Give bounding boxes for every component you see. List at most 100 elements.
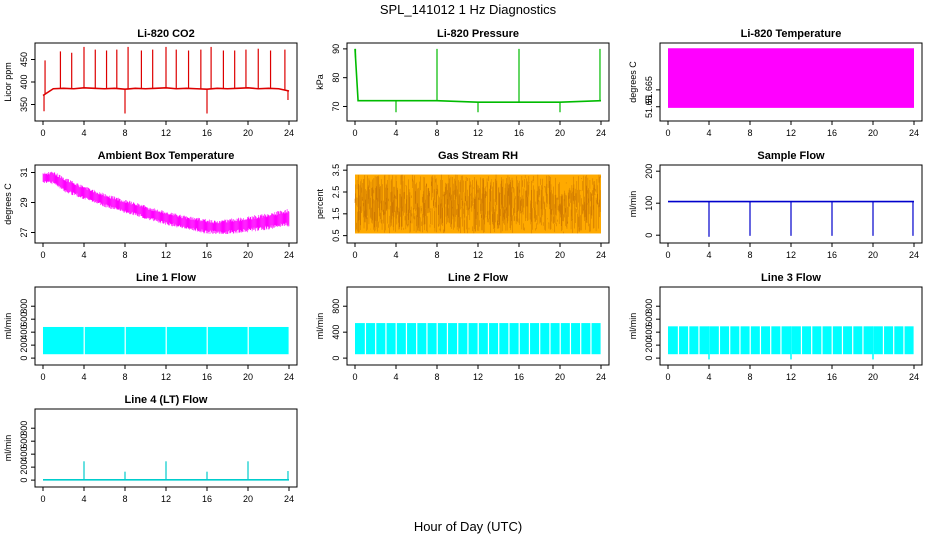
co2-y-tick-label: 400 (19, 74, 29, 89)
line3-x-tick-label: 24 (909, 372, 919, 382)
rh-y-label: percent (315, 188, 325, 219)
line2-series-segment (519, 323, 529, 355)
line2-series-segment (427, 323, 437, 355)
co2-x-tick-label: 4 (81, 128, 86, 138)
sample-x-tick-label: 0 (665, 250, 670, 260)
line4-title: Line 4 (LT) Flow (125, 394, 208, 406)
line3-series-segment (812, 326, 822, 355)
line1-y-label: ml/min (3, 313, 13, 340)
line2-series-segment (499, 323, 509, 355)
line3-series-segment (904, 326, 914, 355)
line1-y-tick-label: 400 (19, 325, 29, 340)
line1-series-segment (248, 326, 289, 355)
ambient-x-tick-label: 20 (243, 250, 253, 260)
line1-series-segment (43, 326, 84, 355)
line2-series-segment (458, 323, 468, 355)
line3-series-segment (832, 326, 842, 355)
pressure-series-line (354, 48, 602, 103)
pressure-plot-area (354, 48, 602, 113)
line3-x-tick-label: 12 (786, 372, 796, 382)
sample-x-tick-label: 16 (827, 250, 837, 260)
rh-y-tick-label: 0.5 (331, 229, 341, 242)
line1-y-tick-label: 0 (19, 356, 29, 361)
temp-x-tick-label: 16 (827, 128, 837, 138)
line1-series-segment (84, 326, 125, 355)
ambient-x-tick-label: 16 (202, 250, 212, 260)
pressure-y-tick-label: 70 (331, 101, 341, 111)
line1-title: Line 1 Flow (136, 272, 196, 284)
line4-y-label: ml/min (3, 435, 13, 462)
line2-series-segment (571, 323, 581, 355)
line2-series-segment (530, 323, 540, 355)
line3-series-segment (863, 326, 873, 355)
line1-series-segment (125, 326, 166, 355)
line2-series-segment (376, 323, 386, 355)
rh-x-tick-label: 20 (555, 250, 565, 260)
line2-y-tick-label: 400 (331, 325, 341, 340)
temp-x-tick-label: 4 (706, 128, 711, 138)
rh-x-tick-label: 8 (434, 250, 439, 260)
temp-plot-area (668, 48, 914, 108)
co2-x-tick-label: 8 (122, 128, 127, 138)
line4-x-tick-label: 20 (243, 494, 253, 504)
line2-series-segment (448, 323, 458, 355)
line2-series-segment (478, 323, 488, 355)
rh-x-tick-label: 4 (393, 250, 398, 260)
pressure-x-tick-label: 20 (555, 128, 565, 138)
co2-plot-area (42, 46, 290, 114)
line2-x-tick-label: 8 (434, 372, 439, 382)
sample-x-tick-label: 8 (747, 250, 752, 260)
temp-y-tick-label: 51.65 (644, 95, 654, 118)
sample-y-tick-label: 0 (644, 233, 654, 238)
panel-sample: Sample Flow ml/min 0 4 8 12 16 20 24 0 100 200 (628, 150, 923, 260)
line4-x-tick-label: 16 (202, 494, 212, 504)
sample-y-label: ml/min (628, 191, 638, 218)
panel-line4: Line 4 (LT) Flow ml/min 0 4 8 12 16 20 24 0 200400… (3, 394, 298, 504)
line3-series-segment (761, 326, 771, 355)
pressure-x-tick-label: 12 (473, 128, 483, 138)
sample-plot-area (668, 200, 914, 237)
line1-x-tick-label: 20 (243, 372, 253, 382)
ambient-y-label: degrees C (3, 183, 13, 225)
line1-series-segment (207, 326, 248, 355)
panel-line2: Line 2 Flow ml/min 0 4 8 12 16 20 24 0 400 800 (315, 272, 610, 382)
line2-series-segment (489, 323, 499, 355)
figure-x-label: Hour of Day (UTC) (414, 519, 522, 534)
line3-series-segment (884, 326, 894, 355)
line2-series-segment (437, 323, 447, 355)
sample-y-tick-label: 200 (644, 164, 654, 179)
line4-y-tick-label: 600 (19, 434, 29, 449)
rh-series-noise (354, 174, 601, 234)
line1-x-tick-label: 4 (81, 372, 86, 382)
rh-title: Gas Stream RH (438, 150, 518, 162)
line3-y-tick-label: 400 (644, 325, 654, 340)
panel-pressure: Li-820 Pressure kPa 0 4 8 12 16 20 24 70 80 90 (315, 28, 610, 138)
line3-x-tick-label: 16 (827, 372, 837, 382)
co2-x-tick-label: 0 (40, 128, 45, 138)
sample-y-tick-label: 100 (644, 196, 654, 211)
line3-series-segment (894, 326, 904, 355)
line2-series-segment (386, 323, 396, 355)
line2-series-segment (560, 323, 570, 355)
panel-line3: Line 3 Flow ml/min 0 4 8 12 16 20 24 0 20040060080… (628, 272, 923, 382)
line3-series-segment (843, 326, 853, 355)
line3-y-label: ml/min (628, 313, 638, 340)
line1-plot-area (43, 326, 289, 355)
line3-series-segment (771, 326, 781, 355)
line2-series-segment (396, 323, 406, 355)
line4-y-tick-label: 400 (19, 447, 29, 462)
line2-plot-area (355, 323, 601, 355)
temp-x-tick-label: 8 (747, 128, 752, 138)
line2-y-tick-label: 0 (331, 356, 341, 361)
line4-y-tick-label: 0 (19, 478, 29, 483)
line3-y-tick-label: 200 (644, 338, 654, 353)
line3-y-tick-label: 600 (644, 312, 654, 327)
pressure-x-tick-label: 4 (393, 128, 398, 138)
line3-series-segment (791, 326, 801, 355)
pressure-x-tick-label: 24 (596, 128, 606, 138)
pressure-y-tick-label: 80 (331, 73, 341, 83)
pressure-y-label: kPa (315, 74, 325, 90)
ambient-y-tick-label: 31 (19, 167, 29, 177)
line3-x-tick-label: 0 (665, 372, 670, 382)
